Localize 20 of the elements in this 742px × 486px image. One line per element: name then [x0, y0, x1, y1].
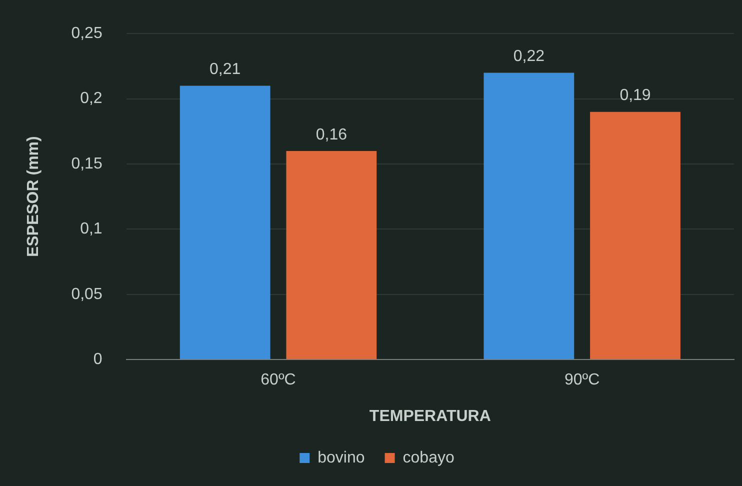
data-label: 0,16 [316, 126, 348, 144]
y-tick-label: 0,2 [80, 90, 102, 108]
data-label: 0,22 [513, 48, 545, 66]
y-tick-label: 0,25 [71, 25, 102, 42]
bar [484, 72, 574, 360]
y-tick-label: 0,1 [80, 220, 102, 238]
bar [590, 112, 680, 360]
bar [180, 86, 270, 360]
bar [286, 150, 377, 360]
y-tick-label: 0 [93, 351, 102, 368]
legend-label: cobayo [402, 449, 454, 466]
x-tick-label: 60ºC [260, 372, 296, 389]
legend-label: bovino [318, 449, 365, 466]
x-tick-label: 90ºC [564, 372, 600, 389]
data-label: 0,19 [620, 87, 651, 104]
y-tick-label: 0,05 [71, 286, 102, 303]
data-label: 0,21 [210, 61, 241, 78]
y-axis-title: ESPESOR (mm) [25, 136, 42, 258]
y-tick-label: 0,15 [71, 155, 102, 172]
x-axis-title: TEMPERATURA [369, 408, 492, 425]
